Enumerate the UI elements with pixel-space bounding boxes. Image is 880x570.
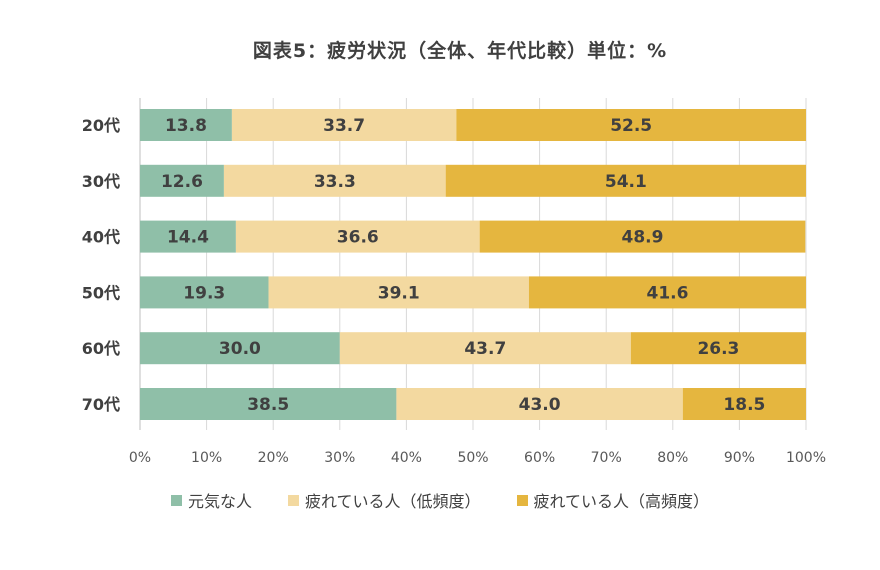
x-tick-label: 80% xyxy=(657,450,688,466)
legend-label-tired-low: 疲れている人（低頻度） xyxy=(304,492,481,511)
data-label: 26.3 xyxy=(697,339,739,359)
x-tick-label: 100% xyxy=(786,450,826,466)
data-label: 30.0 xyxy=(219,339,261,359)
legend-item-genki: 元気な人 xyxy=(170,488,252,512)
x-tick-label: 10% xyxy=(191,450,222,466)
x-tick-label: 20% xyxy=(258,450,289,466)
category-label: 30代 xyxy=(82,172,120,191)
data-label: 36.6 xyxy=(337,228,379,248)
data-label: 52.5 xyxy=(610,116,652,136)
bar-segment xyxy=(140,332,340,365)
data-label: 43.0 xyxy=(519,395,561,415)
bar-segment xyxy=(231,109,457,141)
x-tick-label: 30% xyxy=(324,450,355,466)
x-tick-label: 90% xyxy=(724,450,755,466)
data-label: 48.9 xyxy=(622,228,664,248)
bar-segment xyxy=(396,388,683,420)
bar-segment xyxy=(528,276,806,309)
data-label: 54.1 xyxy=(605,172,647,192)
data-label: 43.7 xyxy=(464,339,506,359)
category-label: 70代 xyxy=(82,395,120,414)
legend-label-genki: 元気な人 xyxy=(187,492,252,511)
x-tick-label: 70% xyxy=(591,450,622,466)
data-label: 38.5 xyxy=(247,395,289,415)
data-label: 14.4 xyxy=(167,228,209,248)
legend-swatch-tired-high xyxy=(516,494,528,506)
legend: 元気な人 疲れている人（低頻度） 疲れている人（高頻度） xyxy=(0,488,880,512)
data-label: 19.3 xyxy=(183,283,225,303)
bar-segment xyxy=(630,332,806,365)
bar-segment xyxy=(682,388,806,420)
legend-label-tired-high: 疲れている人（高頻度） xyxy=(533,492,710,511)
data-label: 41.6 xyxy=(646,283,688,303)
bar-segment xyxy=(223,164,446,197)
bar-segment xyxy=(140,220,236,253)
legend-item-tired-low: 疲れている人（低頻度） xyxy=(287,488,481,512)
legend-swatch-tired-low xyxy=(287,494,299,506)
category-label: 50代 xyxy=(82,283,120,302)
data-label: 39.1 xyxy=(378,283,420,303)
bar-segment xyxy=(140,276,269,309)
bar-segment xyxy=(445,164,806,197)
category-label: 60代 xyxy=(82,339,120,358)
data-label: 12.6 xyxy=(161,172,203,192)
bar-segment xyxy=(140,388,397,420)
x-tick-label: 60% xyxy=(524,450,555,466)
bar-segment xyxy=(140,164,224,197)
bar-segment xyxy=(268,276,529,309)
chart-title: 図表5：疲労状況（全体、年代比較）単位：% xyxy=(252,40,668,62)
category-label: 40代 xyxy=(82,228,120,247)
data-label: 33.7 xyxy=(323,116,365,136)
data-label: 33.3 xyxy=(314,172,356,192)
bar-segment xyxy=(479,220,806,253)
legend-item-tired-high: 疲れている人（高頻度） xyxy=(516,488,710,512)
legend-swatch-genki xyxy=(170,494,182,506)
x-tick-label: 50% xyxy=(457,450,488,466)
bar-segment xyxy=(339,332,631,365)
x-tick-label: 0% xyxy=(129,450,151,466)
data-label: 13.8 xyxy=(165,116,207,136)
bar-segment xyxy=(235,220,480,253)
category-label: 20代 xyxy=(82,116,120,135)
data-label: 18.5 xyxy=(723,395,765,415)
stacked-bar-chart: 0% 10% 20% 30% 40% 50% 60% 70% 80% 90% 100% 20代 13.8… xyxy=(82,98,826,466)
bar-segment xyxy=(456,109,806,141)
x-tick-label: 40% xyxy=(391,450,422,466)
bar-segment xyxy=(140,109,232,141)
